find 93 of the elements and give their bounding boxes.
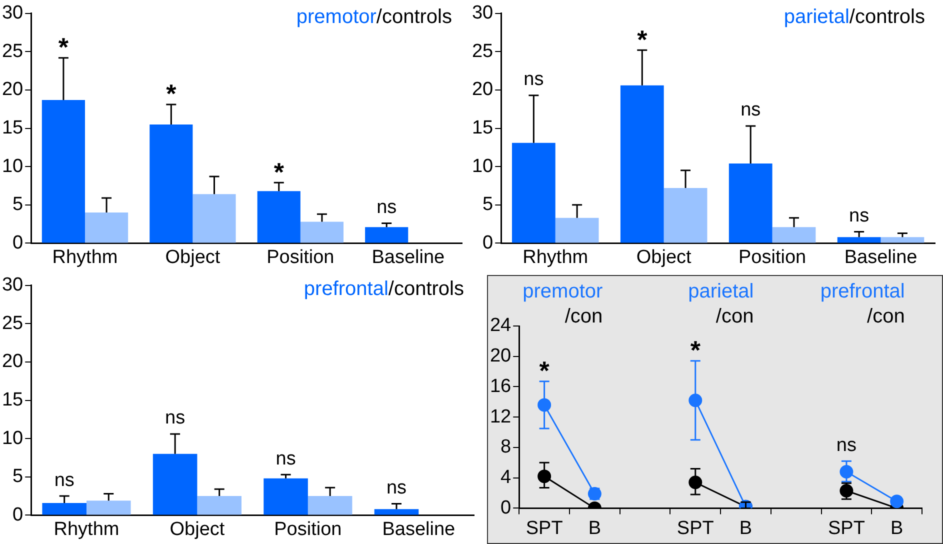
y-tick-label: 10 — [472, 156, 494, 177]
bar — [192, 194, 236, 243]
bar — [150, 124, 193, 243]
y-tick-label: 20 — [2, 351, 24, 372]
x-tick-label: Object — [636, 246, 692, 268]
y-tick-label: 16 — [490, 376, 512, 397]
annotation: ns — [524, 69, 544, 90]
y-tick-label: 25 — [2, 40, 24, 62]
x-tick-label: SPT — [526, 518, 564, 539]
text: parietal — [688, 280, 754, 303]
x-tick-label: Rhythm — [522, 246, 588, 268]
annotation: * — [58, 32, 70, 62]
bar — [664, 188, 708, 243]
bar — [837, 237, 881, 243]
annotation: /con — [564, 306, 603, 328]
chart-title: parietal/controls — [784, 6, 926, 28]
x-tick-label: Baseline — [382, 518, 456, 540]
y-tick-label: 15 — [472, 118, 494, 139]
x-tick-label: Position — [266, 246, 334, 268]
annotation: /con — [867, 306, 905, 328]
annotation: ns — [376, 197, 397, 218]
y-tick-label: 8 — [500, 436, 512, 458]
y-tick-label: 10 — [2, 156, 24, 177]
x-tick-label: Object — [170, 518, 226, 540]
annotation: ns — [276, 448, 296, 470]
y-tick-label: 5 — [482, 194, 494, 216]
bar — [257, 191, 300, 243]
y-tick-label: 25 — [472, 40, 494, 62]
bar — [300, 222, 344, 243]
annotation: ns — [165, 408, 186, 429]
y-tick-label: 15 — [2, 118, 24, 139]
x-tick-label: Baseline — [844, 246, 918, 268]
y-tick-label: 0 — [12, 504, 24, 526]
annotation: * — [539, 356, 550, 386]
x-tick-label: Baseline — [372, 246, 445, 268]
annotation: ns — [836, 434, 856, 456]
annotation: * — [166, 78, 178, 109]
x-tick-label: B — [890, 518, 904, 539]
bar — [308, 496, 352, 515]
annotation: ns — [54, 470, 74, 491]
y-tick-label: 20 — [2, 79, 24, 100]
y-tick-label: 5 — [12, 194, 24, 216]
bar — [880, 237, 924, 243]
bar — [152, 454, 198, 515]
y-tick-label: 20 — [490, 346, 512, 367]
annotation: ns — [849, 205, 870, 226]
text: prefrontal — [820, 280, 905, 303]
annotation: * — [274, 156, 285, 187]
bar — [555, 218, 599, 243]
x-tick-label: SPT — [676, 518, 714, 539]
bar — [84, 212, 128, 243]
bar — [728, 164, 772, 243]
x-tick-label: Position — [274, 518, 342, 540]
y-tick-label: 4 — [500, 467, 512, 488]
annotation: * — [690, 335, 702, 366]
x-tick-label: Object — [165, 246, 221, 268]
y-tick-label: 25 — [2, 312, 24, 334]
x-tick-label: SPT — [828, 518, 866, 539]
annotation: ns — [740, 100, 761, 121]
y-tick-label: 30 — [472, 2, 494, 24]
point — [890, 494, 904, 508]
bar — [620, 85, 664, 243]
bar — [42, 100, 85, 243]
x-tick-label: Rhythm — [52, 246, 118, 268]
bar — [374, 509, 419, 515]
bar — [772, 227, 816, 243]
bar — [512, 142, 556, 243]
y-tick-label: 0 — [500, 497, 512, 518]
y-tick-label: 10 — [2, 428, 24, 449]
y-tick-label: 5 — [12, 466, 24, 488]
bar — [197, 496, 242, 515]
bar — [365, 227, 408, 243]
text: premotor — [522, 280, 604, 303]
y-tick-label: 30 — [2, 274, 24, 296]
x-tick-label: Position — [738, 246, 806, 268]
y-tick-label: 20 — [472, 79, 494, 100]
y-tick-label: 0 — [482, 232, 494, 254]
chart-title: prefrontal/controls — [304, 278, 464, 300]
annotation: * — [637, 24, 648, 54]
y-tick-label: 12 — [490, 406, 512, 428]
annotation: ns — [386, 477, 407, 498]
y-tick-label: 24 — [490, 315, 512, 336]
annotation: /con — [716, 306, 754, 328]
x-tick-label: B — [588, 518, 602, 539]
y-tick-label: 15 — [2, 390, 24, 411]
x-tick-label: B — [739, 518, 752, 539]
bar — [264, 478, 308, 515]
bar — [42, 502, 86, 515]
chart-title: premotor/controls — [296, 6, 452, 28]
y-tick-label: 0 — [12, 232, 24, 254]
y-tick-label: 30 — [2, 2, 24, 24]
bar — [86, 500, 131, 515]
x-tick-label: Rhythm — [54, 518, 120, 540]
